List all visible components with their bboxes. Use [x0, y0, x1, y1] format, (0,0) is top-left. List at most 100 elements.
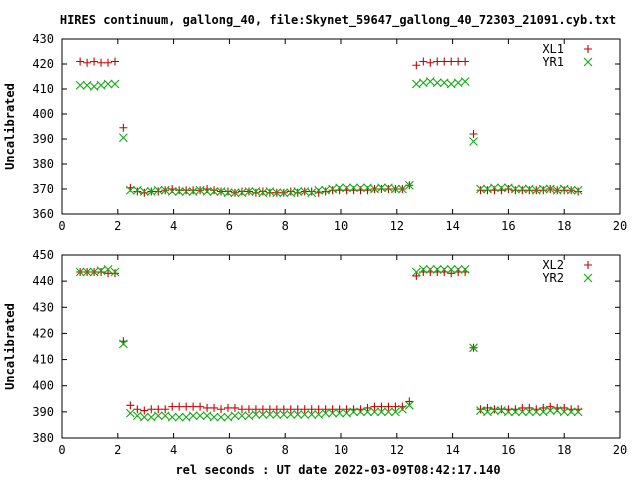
data-point — [314, 410, 324, 419]
y-tick-label: 390 — [32, 405, 54, 419]
data-point — [167, 187, 177, 196]
data-point — [265, 410, 275, 419]
data-point — [132, 185, 142, 195]
data-point — [447, 57, 456, 66]
data-point — [224, 403, 233, 412]
data-point — [139, 187, 149, 196]
x-tick-label: 6 — [226, 219, 233, 233]
data-point — [552, 185, 562, 195]
data-point — [469, 137, 478, 146]
data-point — [258, 410, 268, 419]
data-point — [125, 185, 135, 195]
data-point — [216, 412, 226, 422]
data-point — [103, 264, 113, 274]
x-tick-label: 18 — [557, 443, 571, 457]
data-point — [511, 186, 520, 195]
data-point — [174, 187, 184, 196]
x-tick-label: 16 — [501, 219, 515, 233]
data-point — [370, 184, 379, 194]
data-point — [490, 183, 499, 193]
data-point — [545, 406, 555, 415]
x-tick-label: 14 — [445, 219, 459, 233]
data-point — [217, 405, 226, 414]
data-point — [483, 407, 492, 417]
data-point — [404, 180, 414, 190]
data-point — [397, 404, 407, 414]
data-point — [425, 264, 435, 274]
data-point — [209, 412, 219, 422]
y-tick-label: 390 — [32, 132, 54, 146]
top-panel: 0 2 4 6 8 10 12 14 16 18 20 360 370 380 390 400 410 420 43… — [3, 32, 627, 233]
data-point — [251, 410, 261, 419]
data-point — [307, 188, 317, 198]
data-point — [96, 80, 106, 90]
y-axis-label: Uncalibrated — [3, 303, 17, 390]
data-point — [104, 269, 113, 278]
data-point — [279, 188, 289, 198]
data-point — [126, 401, 135, 410]
data-point — [251, 188, 260, 197]
data-point — [97, 58, 106, 67]
data-point — [418, 78, 428, 88]
data-point — [210, 186, 219, 195]
data-point — [497, 406, 506, 415]
data-point — [440, 57, 449, 66]
data-point — [314, 405, 323, 414]
legend-marker — [584, 261, 592, 269]
x-tick-label: 2 — [114, 219, 121, 233]
data-point — [244, 187, 254, 196]
chart-title: HIRES continuum, gallong_40, file:Skynet… — [60, 13, 616, 28]
data-point — [230, 411, 240, 421]
x-tick-label: 0 — [58, 219, 65, 233]
data-point — [286, 187, 295, 196]
data-point — [349, 407, 358, 417]
data-point — [559, 407, 569, 417]
data-point — [89, 267, 99, 277]
data-point — [370, 407, 379, 417]
data-point — [196, 402, 205, 411]
data-point — [545, 184, 555, 194]
y-tick-label: 400 — [32, 379, 54, 393]
data-point — [195, 185, 205, 195]
data-point — [279, 405, 288, 414]
data-point — [307, 405, 316, 414]
y-tick-label: 430 — [32, 300, 54, 314]
legend-marker — [584, 45, 592, 53]
data-point — [167, 412, 177, 422]
data-point — [153, 411, 163, 421]
x-tick-label: 20 — [613, 219, 627, 233]
data-point — [411, 79, 421, 89]
data-point — [497, 183, 506, 193]
y-tick-label: 410 — [32, 82, 54, 96]
data-point — [335, 183, 344, 193]
data-point — [237, 405, 246, 414]
data-point — [531, 185, 541, 195]
data-point — [195, 411, 205, 421]
data-point — [517, 407, 527, 417]
data-point — [453, 264, 463, 274]
data-point — [258, 405, 267, 414]
data-point — [439, 264, 449, 274]
data-point — [203, 403, 212, 412]
data-point — [483, 184, 492, 194]
data-point — [189, 402, 198, 411]
data-point — [469, 343, 478, 353]
data-point — [168, 402, 177, 411]
data-point — [433, 57, 442, 66]
y-tick-label: 420 — [32, 57, 54, 71]
y-tick-label: 370 — [32, 182, 54, 196]
x-tick-label: 18 — [557, 219, 571, 233]
data-point — [321, 405, 330, 414]
data-point — [560, 186, 569, 195]
data-point — [566, 185, 576, 195]
data-point — [476, 186, 485, 195]
data-point — [293, 410, 303, 419]
data-point — [384, 185, 393, 193]
data-point — [446, 79, 456, 89]
data-point — [425, 77, 435, 86]
y-tick-label: 380 — [32, 157, 54, 171]
data-point — [132, 411, 142, 421]
data-point — [356, 183, 365, 193]
data-point — [560, 403, 569, 412]
x-tick-label: 10 — [334, 219, 348, 233]
